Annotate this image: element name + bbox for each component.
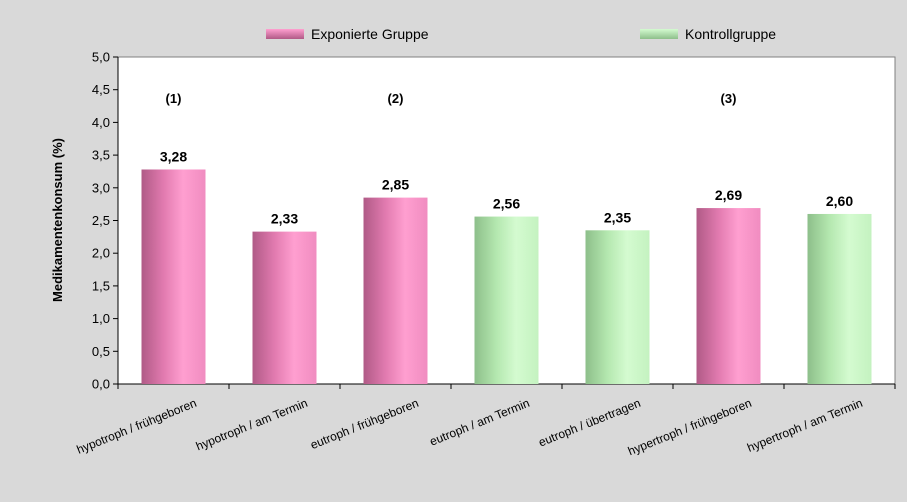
legend-label-kontrollgruppe: Kontrollgruppe [685,26,776,42]
x-tick-label: eutroph / frühgeboren [308,396,420,452]
x-tick-label: hypertroph / frühgeboren [626,396,754,458]
data-label-4: 2,56 [493,196,520,212]
data-label-2: 2,33 [271,211,298,227]
legend-item-exponierte-gruppe: Exponierte Gruppe [266,26,429,42]
y-axis: 0,0 0,5 1,0 1,5 2,0 2,5 3,0 3,5 4,0 4,5 5,0 [92,50,119,392]
x-tick-label: eutroph / übertragen [537,396,643,450]
data-label-7: 2,60 [826,193,853,209]
annotation-3: (3) [721,91,737,106]
legend-item-kontrollgruppe: Kontrollgruppe [640,26,776,42]
y-tick-label: 3,0 [92,180,110,195]
x-tick-label: hypotroph / frühgeboren [75,396,199,457]
bar-4 [474,216,539,384]
bar-2 [252,231,317,384]
y-tick-label: 4,5 [92,82,110,97]
data-label-6: 2,69 [715,187,742,203]
bar-7 [807,213,872,384]
legend: Exponierte Gruppe Kontrollgruppe [266,26,776,42]
bars [141,169,872,384]
bar-1 [141,169,206,384]
y-tick-label: 3,5 [92,148,110,163]
x-tick-label: hypertroph / am Termin [745,396,864,455]
x-tick-label: hypotroph / am Termin [194,396,310,454]
annotations: (1) (2) (3) [166,91,737,106]
legend-label-exponierte-gruppe: Exponierte Gruppe [311,26,429,42]
y-tick-label: 1,0 [92,311,110,326]
y-tick-label: 0,0 [92,377,110,392]
value-labels: 3,28 2,33 2,85 2,56 2,35 2,69 2,60 [160,148,853,226]
data-label-3: 2,85 [382,177,409,193]
data-label-1: 3,28 [160,148,187,164]
x-tick-label: eutroph / am Termin [428,396,532,449]
annotation-2: (2) [388,91,404,106]
y-tick-label: 2,0 [92,246,110,261]
x-axis [117,383,896,389]
y-tick-label: 5,0 [92,50,110,65]
bar-6 [696,208,761,384]
bar-3 [363,197,428,384]
y-tick-label: 1,5 [92,278,110,293]
y-tick-label: 4,0 [92,115,110,130]
annotation-1: (1) [166,91,182,106]
legend-swatch-exponierte-gruppe [266,29,304,39]
data-label-5: 2,35 [604,209,631,225]
bar-5 [585,230,650,384]
y-tick-label: 2,5 [92,213,110,228]
y-axis-title: Medikamentenkonsum (%) [50,138,65,302]
legend-swatch-kontrollgruppe [640,29,678,39]
y-tick-label: 0,5 [92,344,110,359]
